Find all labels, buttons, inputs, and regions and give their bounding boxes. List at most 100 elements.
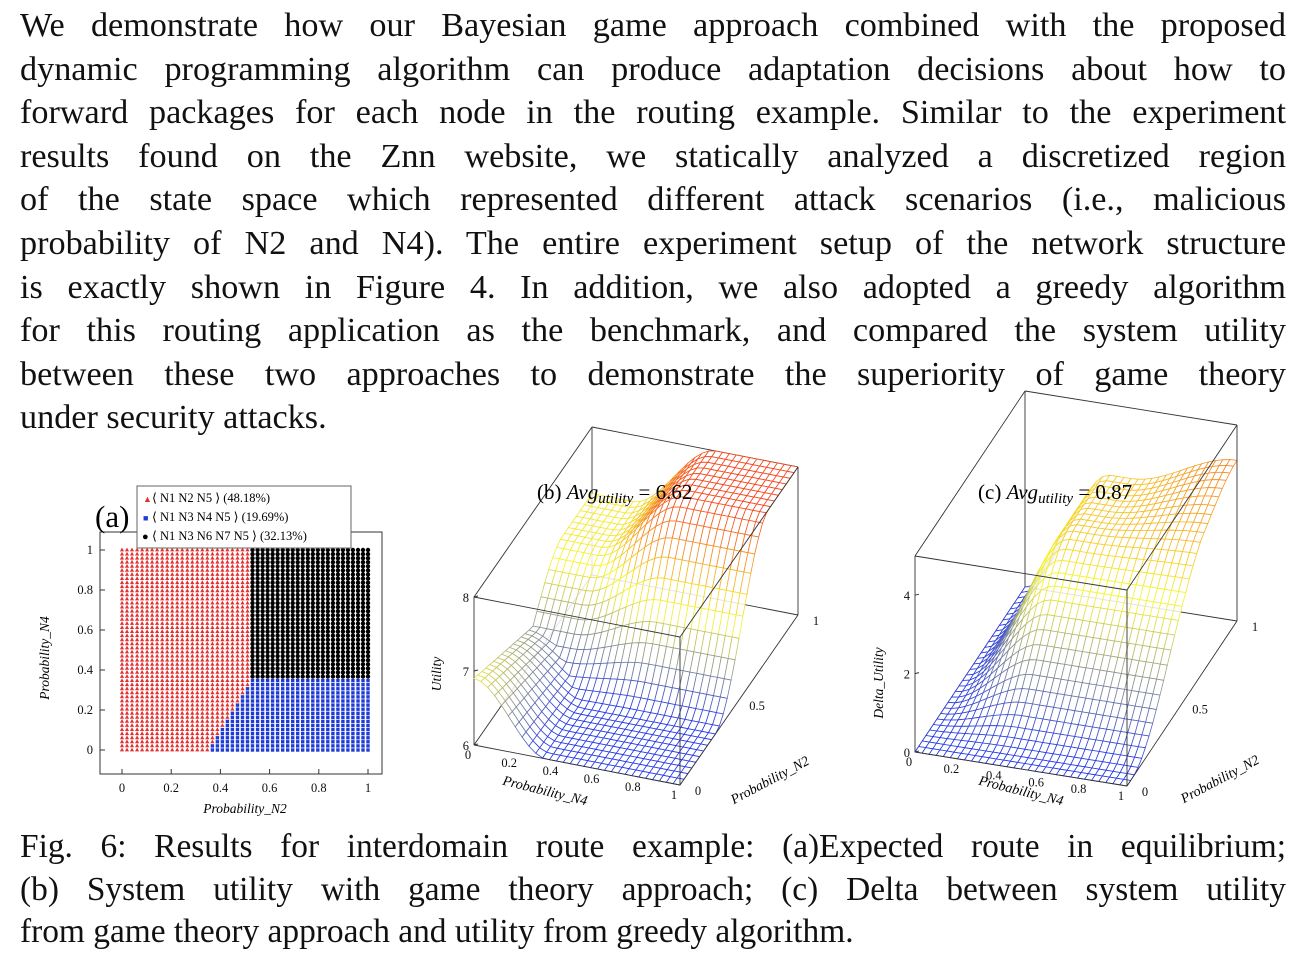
point-route-1 bbox=[200, 629, 205, 633]
point-route-3 bbox=[360, 629, 366, 634]
point-route-1 bbox=[240, 661, 245, 666]
point-route-1 bbox=[225, 678, 230, 682]
x-tick-label: 1 bbox=[1118, 789, 1124, 803]
point-route-3 bbox=[315, 609, 320, 614]
point-route-1 bbox=[165, 551, 170, 556]
point-route-1 bbox=[155, 714, 160, 719]
y-tick-label: 0 bbox=[695, 784, 701, 798]
point-route-1 bbox=[155, 641, 160, 646]
point-route-2 bbox=[351, 699, 355, 703]
point-route-3 bbox=[365, 641, 371, 647]
point-route-2 bbox=[281, 715, 285, 719]
point-route-1 bbox=[175, 661, 180, 666]
point-route-3 bbox=[355, 629, 361, 634]
point-route-1 bbox=[175, 559, 180, 564]
point-route-1 bbox=[215, 580, 220, 585]
point-route-2 bbox=[336, 715, 340, 719]
point-route-3 bbox=[290, 674, 295, 679]
point-route-1 bbox=[129, 621, 135, 625]
point-route-2 bbox=[286, 683, 290, 687]
point-route-1 bbox=[135, 727, 140, 731]
point-route-3 bbox=[365, 551, 371, 557]
point-route-2 bbox=[301, 727, 305, 732]
point-route-1 bbox=[185, 600, 190, 605]
point-route-1 bbox=[230, 678, 235, 682]
point-route-2 bbox=[250, 699, 255, 703]
point-route-3 bbox=[310, 592, 315, 598]
point-route-1 bbox=[195, 633, 200, 638]
point-route-1 bbox=[215, 612, 220, 617]
panel-a-label: (a) bbox=[95, 499, 129, 534]
point-route-2 bbox=[296, 727, 300, 732]
point-route-1 bbox=[135, 559, 140, 564]
point-route-2 bbox=[296, 736, 300, 740]
point-route-1 bbox=[145, 678, 150, 682]
point-route-2 bbox=[336, 678, 340, 683]
point-route-3 bbox=[270, 576, 275, 581]
point-route-2 bbox=[301, 703, 305, 707]
point-route-1 bbox=[185, 551, 190, 556]
point-route-2 bbox=[270, 740, 275, 744]
point-route-1 bbox=[150, 714, 155, 719]
point-route-3 bbox=[290, 580, 295, 585]
point-route-1 bbox=[165, 584, 170, 589]
point-route-1 bbox=[170, 641, 175, 646]
point-route-3 bbox=[320, 609, 325, 614]
point-route-1 bbox=[195, 580, 200, 585]
point-route-1 bbox=[210, 596, 215, 601]
point-route-1 bbox=[225, 600, 230, 605]
point-route-1 bbox=[175, 645, 180, 650]
point-route-2 bbox=[296, 740, 300, 744]
point-route-3 bbox=[330, 662, 336, 667]
point-route-1 bbox=[235, 633, 240, 638]
point-route-3 bbox=[330, 633, 336, 638]
point-route-1 bbox=[210, 653, 215, 658]
point-route-2 bbox=[260, 744, 265, 748]
point-route-1 bbox=[190, 661, 195, 666]
point-route-2 bbox=[240, 723, 245, 728]
point-route-1 bbox=[205, 596, 210, 601]
point-route-1 bbox=[175, 637, 180, 642]
point-route-1 bbox=[185, 690, 190, 695]
point-route-1 bbox=[230, 641, 235, 646]
point-route-1 bbox=[215, 592, 220, 597]
point-route-1 bbox=[160, 555, 165, 560]
point-route-2 bbox=[296, 707, 300, 711]
y-tick-label: 0.8 bbox=[77, 583, 93, 597]
point-route-3 bbox=[315, 584, 320, 589]
point-route-3 bbox=[330, 580, 336, 585]
point-route-1 bbox=[135, 657, 140, 662]
point-route-3 bbox=[315, 658, 320, 663]
point-route-3 bbox=[310, 662, 315, 667]
point-route-2 bbox=[316, 723, 320, 728]
point-route-3 bbox=[345, 551, 351, 557]
point-route-1 bbox=[124, 580, 130, 585]
point-route-1 bbox=[135, 649, 140, 654]
point-route-1 bbox=[129, 555, 135, 560]
point-route-1 bbox=[235, 604, 240, 609]
point-route-1 bbox=[165, 555, 170, 560]
point-route-2 bbox=[225, 744, 230, 748]
point-route-3 bbox=[315, 621, 320, 626]
point-route-2 bbox=[301, 723, 305, 728]
point-route-2 bbox=[220, 736, 225, 740]
paragraph-10: under security attacks. bbox=[20, 399, 327, 437]
point-route-1 bbox=[230, 653, 235, 658]
point-route-3 bbox=[280, 641, 285, 647]
point-route-3 bbox=[345, 600, 351, 606]
point-route-1 bbox=[200, 612, 205, 617]
point-route-2 bbox=[260, 691, 265, 695]
point-route-1 bbox=[170, 559, 175, 564]
point-route-1 bbox=[129, 710, 135, 715]
point-route-3 bbox=[300, 613, 305, 618]
point-route-3 bbox=[330, 621, 336, 626]
point-route-3 bbox=[310, 621, 315, 626]
point-route-1 bbox=[240, 580, 245, 585]
point-route-3 bbox=[300, 662, 305, 667]
point-route-2 bbox=[255, 740, 260, 744]
point-route-3 bbox=[340, 609, 346, 614]
point-route-1 bbox=[145, 572, 150, 576]
point-route-2 bbox=[260, 727, 265, 732]
point-route-3 bbox=[345, 645, 351, 651]
point-route-1 bbox=[235, 563, 240, 568]
